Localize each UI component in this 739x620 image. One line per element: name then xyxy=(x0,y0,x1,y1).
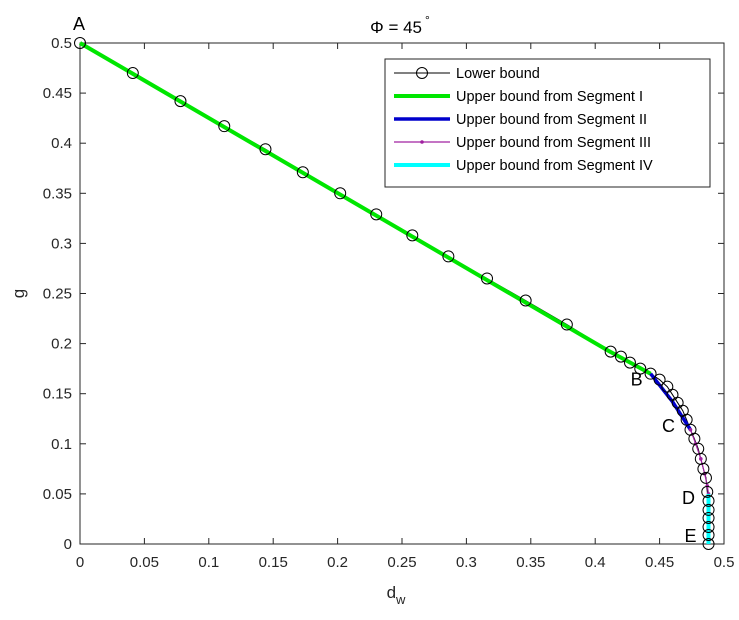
y-tick-label: 0.2 xyxy=(51,336,72,353)
x-tick-label: 0.5 xyxy=(714,554,735,571)
y-tick-label: 0.5 xyxy=(51,35,72,52)
x-axis-label-base: d xyxy=(387,583,396,602)
point-label-a: A xyxy=(73,14,85,34)
x-tick-label: 0.45 xyxy=(645,554,674,571)
series-lower-bound-marker xyxy=(604,345,617,358)
x-tick-label: 0.2 xyxy=(327,554,348,571)
series-lower-bound-marker xyxy=(702,511,715,524)
series-lower-bound-marker xyxy=(634,362,647,375)
plot-series xyxy=(74,37,715,550)
point-label-b: B xyxy=(631,370,643,390)
point-label-c: C xyxy=(662,416,675,436)
series-lower-bound-marker xyxy=(370,208,383,221)
y-tick-label: 0.1 xyxy=(51,436,72,453)
y-tick-label: 0.25 xyxy=(43,286,72,303)
series-lower-bound-marker xyxy=(699,471,712,484)
chart-title-group: Φ = 45 ° xyxy=(370,13,430,37)
series-lower-bound-marker xyxy=(702,520,715,533)
legend-entry: Upper bound from Segment IV xyxy=(456,158,653,174)
y-tick-label: 0.4 xyxy=(51,135,72,152)
series-lower-bound-marker xyxy=(644,367,657,380)
x-axis-label: dw xyxy=(387,583,406,607)
y-tick-label: 0.05 xyxy=(43,486,72,503)
series-lower-bound-marker xyxy=(296,166,309,179)
series-lower-bound-marker xyxy=(702,528,715,541)
legend-entry: Upper bound from Segment II xyxy=(456,112,647,128)
x-tick-label: 0.1 xyxy=(198,554,219,571)
legend-entry: Upper bound from Segment I xyxy=(456,89,643,105)
x-tick-label: 0.05 xyxy=(130,554,159,571)
series-lower-bound-marker xyxy=(702,494,715,507)
legend-entry: Upper bound from Segment III xyxy=(456,135,651,151)
legend: Lower bound Upper bound from Segment I Upp… xyxy=(384,58,711,188)
series-segment-3-dot xyxy=(705,484,710,488)
legend-entry: Lower bound xyxy=(456,66,540,82)
series-lower-bound-marker xyxy=(701,485,714,498)
series-lower-bound-marker xyxy=(702,538,715,550)
x-tick-label: 0.3 xyxy=(456,554,477,571)
series-lower-bound-marker xyxy=(126,67,139,80)
chart-title-superscript: ° xyxy=(425,13,430,27)
series-lower-bound-marker xyxy=(218,120,231,133)
series-segment-3-dot xyxy=(699,457,703,461)
series-segment-1-line xyxy=(78,41,652,376)
y-tick-label: 0 xyxy=(64,536,72,553)
series-segment-3-dot xyxy=(688,427,693,432)
series-lower-bound-marker xyxy=(442,250,455,263)
series-lower-bound-marker xyxy=(614,350,627,363)
series-lower-bound-marker xyxy=(259,143,272,156)
series-lower-bound-marker xyxy=(406,229,419,242)
series-lower-bound-marker xyxy=(653,373,666,386)
x-tick-label: 0.15 xyxy=(259,554,288,571)
series-lower-bound-marker xyxy=(74,37,86,49)
y-tick-label: 0.3 xyxy=(51,235,72,252)
series-lower-bound-marker xyxy=(334,187,347,200)
series-lower-bound-marker xyxy=(519,294,532,307)
point-label-e: E xyxy=(685,526,697,546)
x-tick-label: 0.4 xyxy=(585,554,606,571)
point-annotations: A B C DE xyxy=(73,14,697,546)
y-tick-label: 0.45 xyxy=(43,85,72,102)
point-label-d: D xyxy=(682,488,695,508)
y-axis-label: g xyxy=(9,289,28,298)
chart-title: Φ = 45 ° xyxy=(370,13,430,37)
x-tick-label: 0.35 xyxy=(516,554,545,571)
series-lower-bound-marker xyxy=(481,272,494,285)
series-lower-bound-marker xyxy=(702,503,715,516)
chart-title-main: Φ = 45 xyxy=(370,18,422,37)
x-tick-label: 0 xyxy=(76,554,84,571)
series-lower-bound-marker xyxy=(623,356,636,369)
y-tick-label: 0.35 xyxy=(43,185,72,202)
series-lower-bound-marker xyxy=(174,95,187,108)
y-tick-label: 0.15 xyxy=(43,386,72,403)
x-tick-label: 0.25 xyxy=(387,554,416,571)
series-lower-bound-marker xyxy=(697,462,710,475)
x-axis-label-subscript: w xyxy=(395,592,406,607)
legend-swatch-marker xyxy=(420,140,424,144)
series-lower-bound-marker xyxy=(560,318,573,331)
legend-swatch-marker xyxy=(416,67,428,79)
